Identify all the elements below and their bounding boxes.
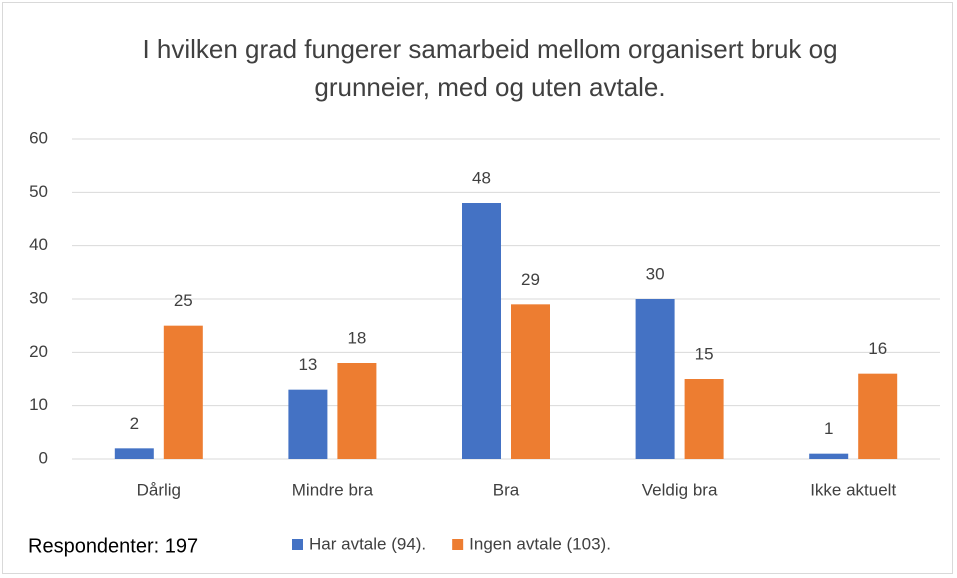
annotation: Respondenter: 197 [28, 535, 198, 557]
bar [858, 373, 898, 459]
y-tick-label: 40 [29, 235, 48, 254]
bar [114, 448, 154, 459]
data-label: 18 [347, 328, 366, 347]
bar [337, 363, 377, 459]
data-label: 2 [130, 414, 139, 433]
data-label: 16 [868, 339, 887, 358]
y-tick-label: 30 [29, 288, 48, 307]
data-label: 30 [646, 264, 665, 283]
data-label: 15 [695, 344, 714, 363]
x-tick-label: Ikke aktuelt [810, 480, 896, 499]
y-tick-label: 60 [29, 128, 48, 147]
y-tick-label: 10 [29, 395, 48, 414]
y-tick-label: 20 [29, 342, 48, 361]
bar [288, 389, 328, 459]
bar [684, 379, 724, 459]
bar [511, 304, 550, 459]
data-label: 29 [521, 270, 540, 289]
bar [635, 299, 675, 459]
x-tick-label: Bra [493, 480, 520, 499]
x-tick-label: Mindre bra [292, 480, 374, 499]
legend-swatch [292, 539, 303, 550]
y-tick-label: 50 [29, 182, 48, 201]
legend-label: Har avtale (94). [309, 534, 426, 553]
data-label: 13 [298, 355, 317, 374]
y-tick-label: 0 [39, 448, 48, 467]
bar [809, 453, 849, 459]
data-label: 1 [824, 419, 833, 438]
chart-title: I hvilken grad fungerer samarbeid mellom… [142, 34, 838, 102]
data-label: 25 [174, 291, 193, 310]
legend-label: Ingen avtale (103). [469, 534, 611, 553]
data-label: 48 [472, 168, 491, 187]
x-tick-label: Veldig bra [642, 480, 718, 499]
legend-swatch [452, 539, 464, 550]
x-tick-label: Dårlig [137, 480, 181, 499]
bar [462, 203, 501, 459]
bar [163, 325, 203, 459]
